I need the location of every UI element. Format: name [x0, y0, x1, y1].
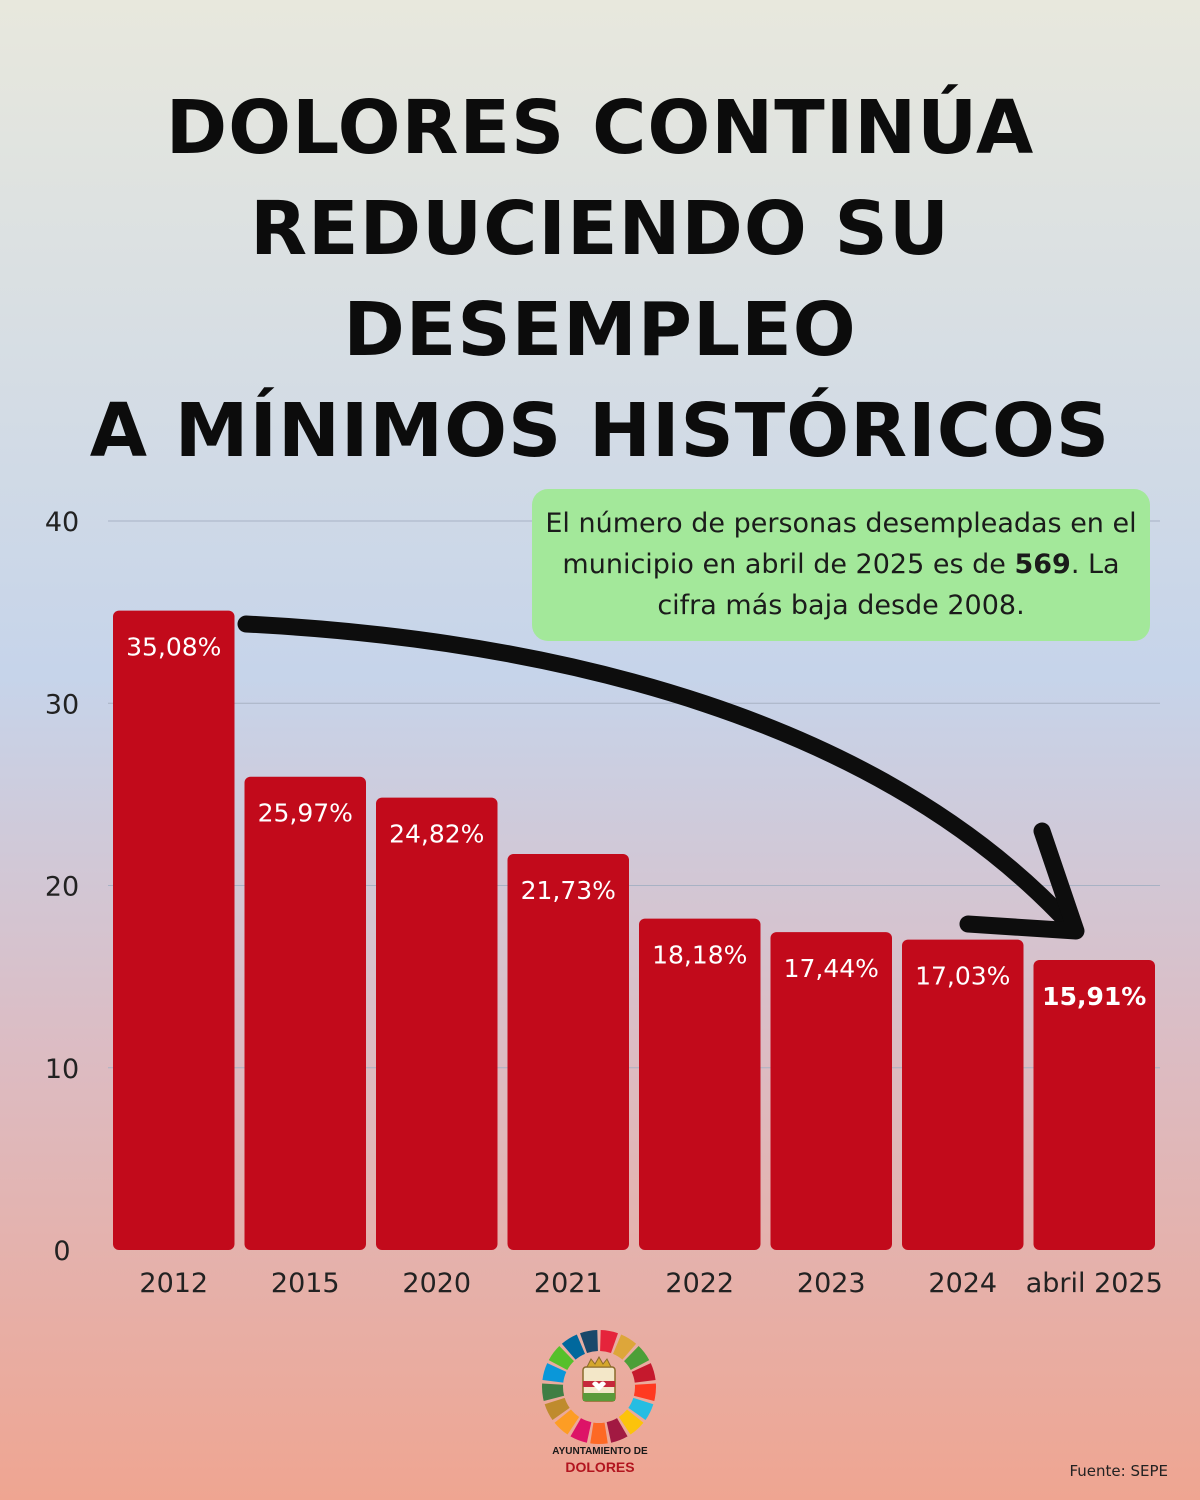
y-tick-label: 0 — [53, 1236, 70, 1267]
trend-arrow — [237, 615, 1085, 940]
x-tick-label: 2022 — [665, 1268, 734, 1299]
data-label: 21,73% — [521, 876, 616, 905]
wheel-segment — [544, 1397, 570, 1420]
data-label: 15,91% — [1042, 982, 1146, 1011]
bar-2020 — [376, 797, 498, 1250]
bar-2023 — [770, 932, 892, 1250]
callout-text-before: El número de personas desempleadas en el… — [545, 508, 1137, 580]
data-label: 17,44% — [784, 954, 879, 983]
wheel-segment — [554, 1409, 580, 1435]
y-tick-label: 40 — [45, 507, 79, 538]
data-label: 17,03% — [915, 962, 1010, 991]
wheel-segment — [570, 1418, 592, 1443]
data-label: 35,08% — [126, 633, 221, 662]
title-line-1: DOLORES CONTINÚA — [165, 85, 1035, 171]
coat-of-arms-icon — [582, 1355, 616, 1402]
x-tick-label: abril 2025 — [1026, 1268, 1163, 1299]
sdg-color-wheel — [542, 1330, 656, 1444]
page-title: DOLORES CONTINÚA REDUCIENDO SU DESEMPLEO… — [0, 78, 1200, 482]
x-tick-label: 2020 — [402, 1268, 471, 1299]
municipal-logo — [542, 1330, 656, 1444]
bar-chart: 0 10 20 30 40 35,08% 2012 25,97% 2015 24,82% 2020… — [45, 507, 1163, 1299]
chart-bars: 35,08% 2012 25,97% 2015 24,82% 2020 21,73% 2021… — [113, 610, 1163, 1299]
y-tick-label: 20 — [45, 872, 79, 903]
wheel-segment — [542, 1363, 567, 1383]
wheel-segment — [633, 1383, 656, 1401]
wheel-segment — [561, 1334, 585, 1360]
bar-2012 — [113, 610, 235, 1250]
bar-2022 — [639, 918, 761, 1250]
source-note: Fuente: SEPE — [1069, 1462, 1168, 1480]
title-line-2: REDUCIENDO SU — [250, 186, 950, 272]
y-tick-label: 30 — [45, 689, 79, 720]
x-tick-label: 2015 — [271, 1268, 340, 1299]
callout-box: El número de personas desempleadas en el… — [532, 489, 1150, 641]
logo-line-2: DOLORES — [565, 1459, 635, 1475]
wheel-segment — [613, 1334, 637, 1360]
trend-arrow-head — [959, 822, 1085, 940]
x-tick-label: 2023 — [797, 1268, 866, 1299]
wheel-segment — [624, 1346, 650, 1370]
wheel-segment — [542, 1383, 565, 1401]
callout-highlight: 569 — [1014, 549, 1071, 580]
bar-2021 — [507, 853, 629, 1250]
wheel-segment — [590, 1422, 608, 1444]
data-label: 18,18% — [652, 941, 747, 970]
wheel-segment — [631, 1363, 656, 1383]
wheel-segment — [618, 1409, 644, 1435]
title-line-3: DESEMPLEO — [343, 287, 857, 373]
title-line-4: A MÍNIMOS HISTÓRICOS — [89, 388, 1111, 474]
bar-2024 — [902, 939, 1024, 1250]
bar-2015 — [244, 776, 366, 1250]
x-tick-label: 2024 — [928, 1268, 997, 1299]
wheel-segment — [548, 1346, 574, 1370]
wheel-segment — [606, 1418, 628, 1443]
wheel-segment — [580, 1330, 598, 1354]
wheel-segment — [628, 1397, 654, 1420]
logo-line-1: AYUNTAMIENTO DE — [552, 1446, 648, 1457]
logo-caption: AYUNTAMIENTO DE DOLORES — [520, 1446, 680, 1475]
wheel-segment — [600, 1330, 618, 1354]
y-tick-label: 10 — [45, 1054, 79, 1085]
data-label: 25,97% — [258, 799, 353, 828]
callout-text-after: . La cifra más baja desde 2008. — [657, 549, 1120, 621]
trend-arrow-shaft — [237, 615, 1079, 934]
bar-abril-2025 — [1033, 960, 1155, 1250]
x-tick-label: 2012 — [139, 1268, 208, 1299]
data-label: 24,82% — [389, 820, 484, 849]
x-tick-label: 2021 — [534, 1268, 603, 1299]
